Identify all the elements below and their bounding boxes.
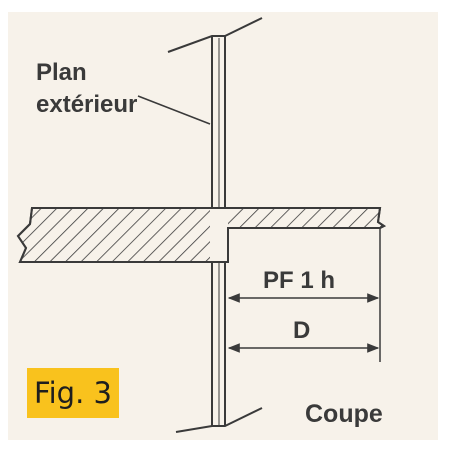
dim-label-d: D: [293, 317, 310, 344]
floor-slab: [16, 207, 386, 263]
wall-lower: [175, 262, 263, 433]
label-plan-line2: extérieur: [36, 91, 137, 118]
plan-leader-line: [137, 95, 211, 125]
dim-label-pf: PF 1 h: [263, 267, 335, 294]
view-label-coupe: Coupe: [305, 400, 383, 428]
wall-upper: [167, 17, 263, 208]
figure-number-badge: Fig. 3: [27, 368, 119, 418]
label-plan-line1: Plan: [36, 59, 87, 86]
